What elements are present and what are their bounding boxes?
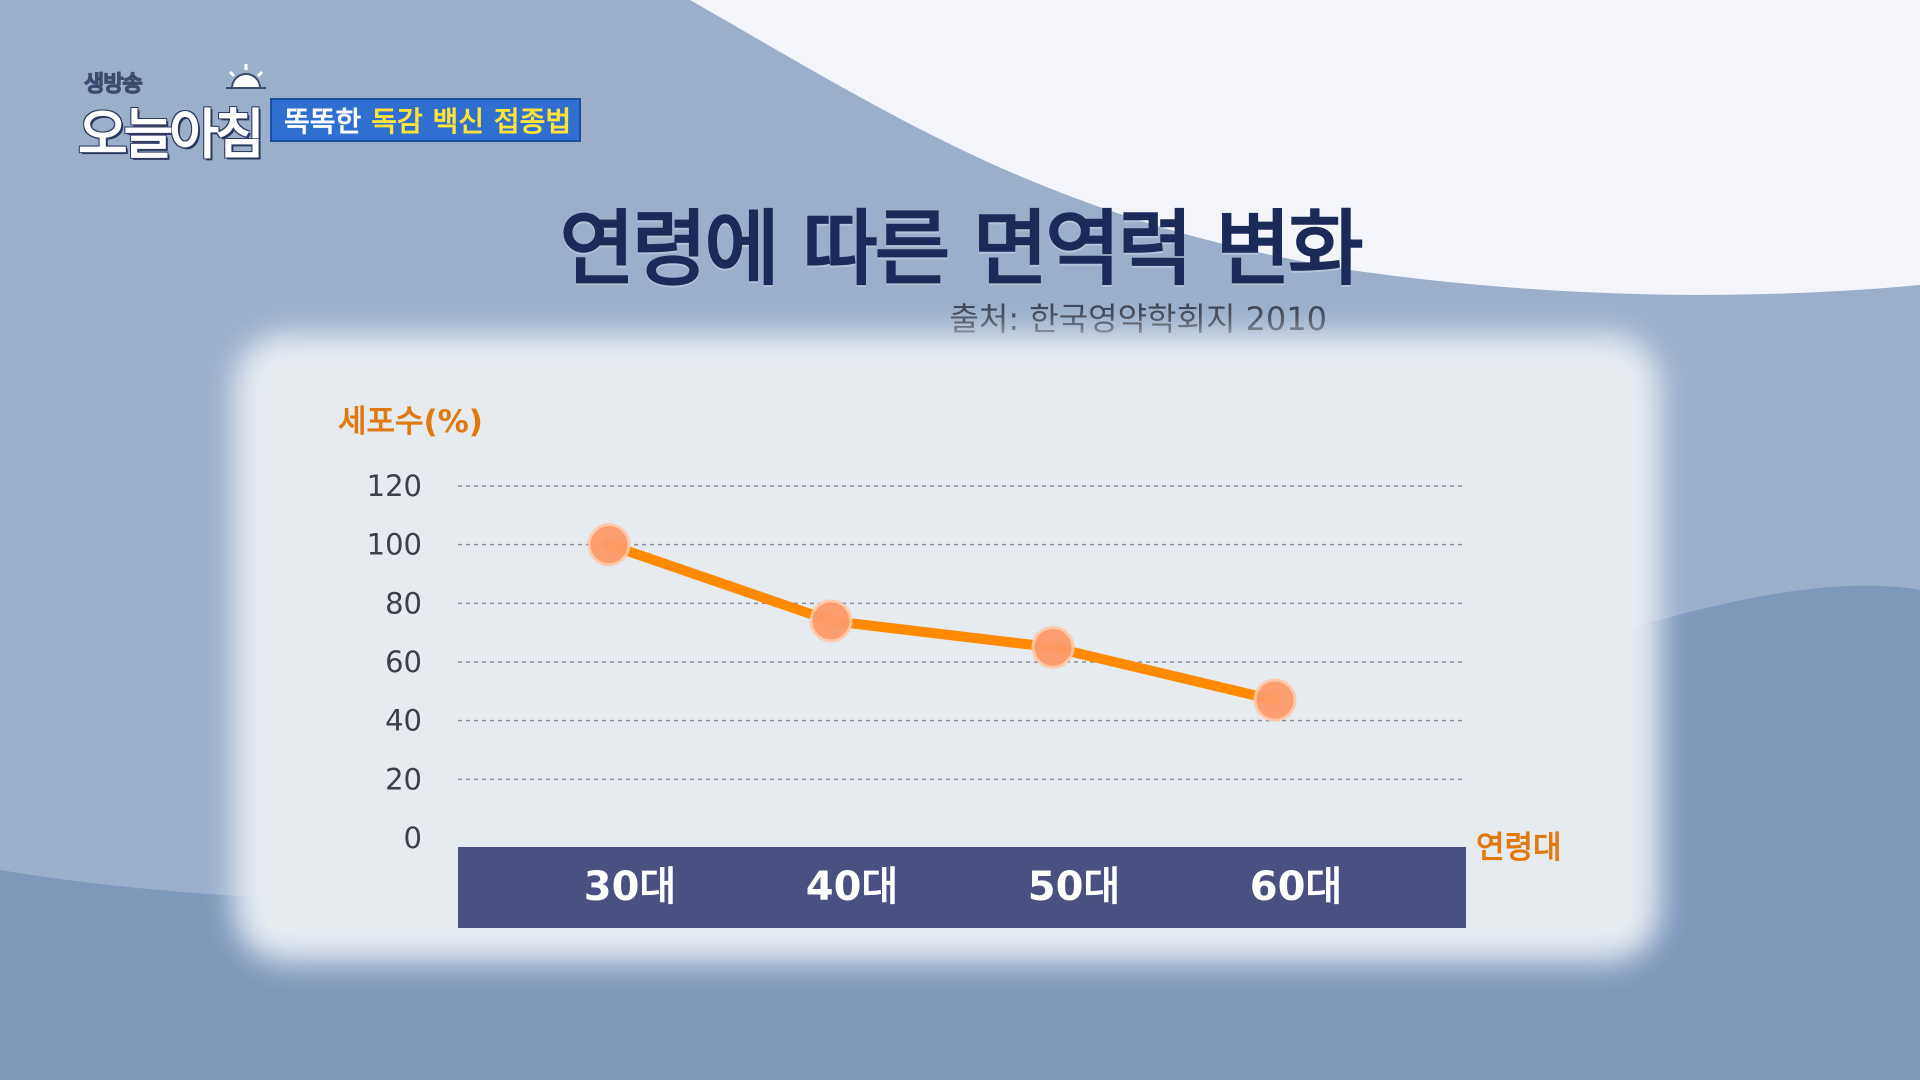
y-tick-label: 20 — [385, 762, 422, 796]
series-line — [604, 539, 1280, 706]
banner-topic: 독감 백신 접종법 — [371, 105, 572, 138]
y-tick-label: 0 — [404, 821, 422, 855]
chart-title: 연령에 따른 면역력 변화 — [559, 202, 1363, 297]
data-point — [587, 523, 631, 567]
x-axis-label: 연령대 — [1476, 830, 1562, 866]
logo-main-text: 오늘아침 — [78, 103, 265, 166]
source-caption: 출처: 한국영약학회지 2010 — [949, 300, 1327, 338]
data-point — [1253, 678, 1297, 722]
y-tick-label: 120 — [367, 469, 422, 503]
x-tick-label: 40대 — [806, 864, 898, 910]
y-tick-label: 100 — [367, 528, 422, 562]
data-point — [1031, 625, 1075, 669]
x-tick-label: 50대 — [1028, 864, 1120, 910]
show-logo: 생방송 오늘아침 — [78, 62, 278, 166]
x-tick-label: 60대 — [1250, 864, 1342, 910]
data-point — [809, 599, 853, 643]
logo-small-text: 생방송 — [84, 72, 144, 98]
x-tick-label: 30대 — [584, 864, 676, 910]
y-axis-label: 세포수(%) — [338, 404, 483, 440]
y-tick-label: 40 — [385, 704, 422, 738]
x-axis-band — [458, 847, 1466, 928]
y-tick-label: 80 — [385, 586, 422, 620]
banner-prefix: 똑똑한 — [284, 105, 362, 138]
y-tick-label: 60 — [385, 645, 422, 679]
program-banner: 똑똑한 독감 백신 접종법 — [270, 98, 582, 142]
sun-icon — [226, 64, 266, 89]
chart-panel — [262, 362, 1632, 934]
